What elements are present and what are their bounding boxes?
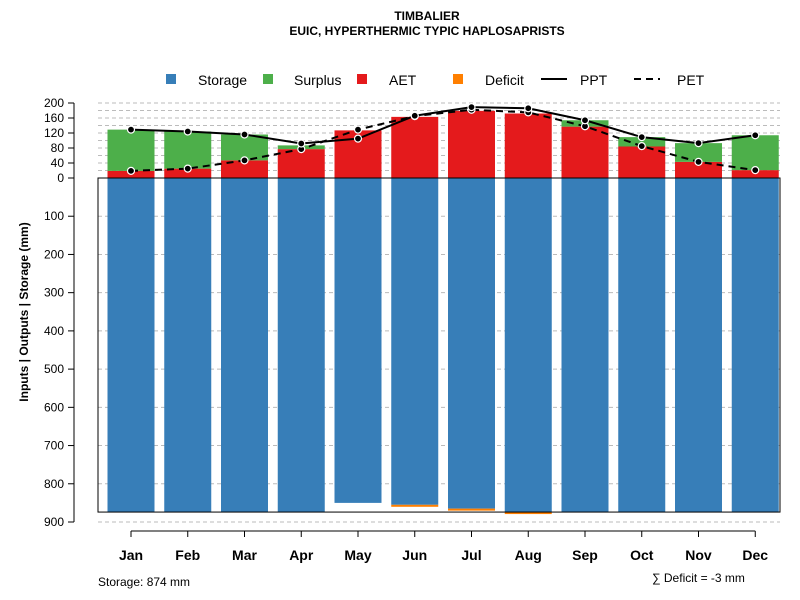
pet-point-oct: [637, 142, 646, 151]
x-tick-label-jan: Jan: [119, 547, 143, 563]
bars: [107, 110, 779, 515]
pet-point-dec: [751, 166, 760, 175]
legend-deficit-label: Deficit: [485, 72, 524, 88]
aet-bar-sep: [561, 126, 609, 178]
ppt-point-jan: [126, 125, 136, 134]
pet-point-feb: [183, 164, 192, 173]
y-tick-label-lower: 200: [44, 247, 64, 261]
storage-bar-aug: [504, 178, 552, 513]
x-tick-label-apr: Apr: [289, 547, 314, 563]
pet-point-mar: [240, 156, 249, 165]
storage-bar-jan: [107, 178, 155, 513]
y-tick-label-lower: 300: [44, 286, 64, 300]
storage-note: Storage: 874 mm: [98, 575, 190, 589]
legend-storage-label: Storage: [198, 72, 247, 88]
y-tick-label-lower: 400: [44, 324, 64, 338]
x-tick-label-dec: Dec: [742, 547, 768, 563]
y-tick-label-upper: 0: [57, 171, 64, 185]
storage-bar-nov: [675, 178, 722, 513]
storage-bar-feb: [164, 178, 212, 513]
aet-bar-apr: [277, 149, 325, 178]
ppt-point-apr: [297, 139, 306, 148]
storage-bar-oct: [618, 178, 666, 513]
legend-surplus-label: Surplus: [294, 72, 341, 88]
legend-ppt-label: PPT: [580, 72, 608, 88]
pet-point-nov: [694, 157, 703, 166]
y-tick-label-lower: 100: [44, 209, 64, 223]
legend-storage-swatch: [166, 74, 176, 84]
x-tick-label-sep: Sep: [572, 547, 598, 563]
x-tick-label-nov: Nov: [685, 547, 712, 563]
x-tick-label-jul: Jul: [461, 547, 481, 563]
storage-bar-jun: [391, 178, 439, 505]
y-tick-label-upper: 80: [51, 141, 65, 155]
storage-bar-dec: [731, 178, 779, 513]
ppt-point-feb: [183, 127, 192, 136]
aet-bar-aug: [504, 113, 552, 178]
series-lines: [126, 103, 760, 175]
deficit-note: ∑ Deficit = -3 mm: [652, 571, 745, 585]
surplus-bar-mar: [221, 134, 268, 161]
deficit-bar-jul: [448, 508, 495, 511]
storage-bar-jul: [448, 178, 495, 509]
y-axis-label: Inputs | Outputs | Storage (mm): [17, 222, 31, 401]
deficit-bar-aug: [504, 512, 552, 515]
ppt-point-jul: [467, 103, 476, 112]
chart-title: TIMBALIER: [394, 9, 460, 23]
y-tick-label-lower: 900: [44, 515, 64, 529]
ppt-point-sep: [580, 116, 590, 125]
aet-bar-nov: [675, 161, 722, 178]
y-tick-label-lower: 800: [44, 477, 64, 491]
aet-bar-mar: [221, 160, 268, 178]
deficit-bar-jun: [391, 504, 439, 507]
pet-line: [130, 108, 756, 172]
legend-surplus-swatch: [263, 74, 273, 84]
legend-aet-swatch: [357, 74, 367, 84]
pet-point-may: [353, 125, 363, 134]
y-tick-label-upper: 40: [51, 156, 65, 170]
legend-deficit-swatch: [453, 74, 463, 84]
ppt-point-dec: [751, 131, 760, 140]
pet-point-jan: [126, 166, 136, 175]
y-tick-label-lower: 500: [44, 362, 64, 376]
ppt-point-jun: [410, 111, 419, 120]
y-tick-label-lower: 600: [44, 400, 64, 414]
storage-bar-mar: [221, 178, 268, 513]
storage-bar-sep: [561, 178, 609, 513]
aet-bar-jul: [448, 110, 495, 178]
chart-subtitle: EUIC, HYPERTHERMIC TYPIC HAPLOSAPRISTS: [289, 24, 564, 38]
storage-bar-apr: [277, 178, 325, 513]
x-tick-label-jun: Jun: [402, 547, 427, 563]
y-tick-label-upper: 200: [44, 96, 64, 110]
surplus-bar-feb: [164, 131, 212, 169]
x-tick-label-may: May: [344, 547, 371, 563]
ppt-point-mar: [240, 130, 249, 139]
ppt-point-nov: [694, 139, 703, 148]
legend-pet-label: PET: [677, 72, 705, 88]
legend-aet-label: AET: [389, 72, 417, 88]
aet-bar-jun: [391, 116, 439, 178]
ppt-point-oct: [637, 133, 646, 142]
y-tick-label-upper: 120: [44, 126, 64, 140]
storage-frame: [97, 177, 781, 513]
x-tick-label-mar: Mar: [232, 547, 257, 563]
ppt-line: [130, 106, 756, 145]
axes: 2001601208040010020030040050060070080090…: [44, 96, 781, 563]
x-tick-label-aug: Aug: [515, 547, 542, 563]
storage-bar-may: [334, 178, 382, 503]
surplus-bar-dec: [731, 135, 779, 171]
aet-bar-feb: [164, 168, 212, 178]
ppt-point-may: [353, 134, 363, 143]
surplus-bar-oct: [618, 137, 666, 147]
surplus-bar-nov: [675, 143, 722, 162]
legend: Storage Surplus AET Deficit PPT PET: [166, 72, 705, 88]
aet-bar-oct: [618, 146, 666, 178]
y-tick-label-lower: 700: [44, 439, 64, 453]
x-tick-label-feb: Feb: [175, 547, 200, 563]
ppt-point-aug: [524, 104, 533, 113]
x-tick-label-oct: Oct: [630, 547, 654, 563]
y-tick-label-upper: 160: [44, 111, 64, 125]
surplus-bar-jan: [107, 129, 155, 171]
